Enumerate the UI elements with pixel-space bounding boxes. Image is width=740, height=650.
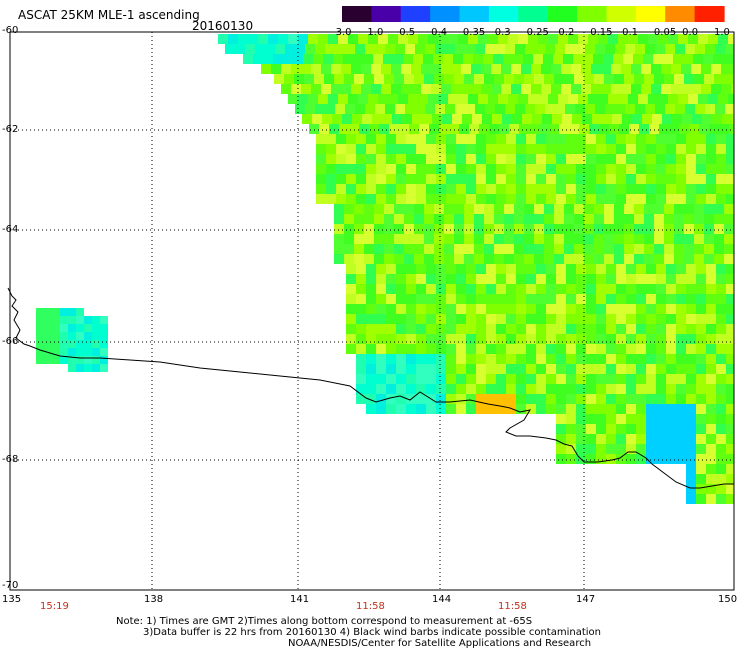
lon-label: 144 — [432, 594, 452, 605]
map-title: ASCAT 25KM MLE-1 ascending — [18, 8, 200, 22]
colorbar-label: -0.3 — [491, 27, 511, 38]
lon-label: 135 — [2, 594, 22, 605]
graticule — [10, 32, 734, 590]
colorbar-label: -0.35 — [459, 27, 486, 38]
lat-label: -70 — [2, 580, 19, 591]
time-label: 11:58 — [356, 601, 385, 612]
colorbar-label: -3.0 — [332, 27, 352, 38]
colorbar-label: 0.0 — [682, 27, 699, 38]
colorbar-swatch — [518, 6, 549, 22]
colorbar-swatch — [430, 6, 461, 22]
colorbar — [342, 6, 725, 22]
footer-note-2: 3)Data buffer is 22 hrs from 20160130 4)… — [143, 627, 601, 638]
lon-label: 138 — [144, 594, 164, 605]
lat-label: -68 — [2, 454, 19, 465]
colorbar-label: -0.1 — [618, 27, 639, 38]
map-date: 20160130 — [192, 19, 254, 33]
colorbar-swatch — [459, 6, 490, 22]
colorbar-swatch — [694, 6, 725, 22]
colorbar-swatch — [400, 6, 431, 22]
colorbar-swatch — [342, 6, 372, 22]
colorbar-swatch — [665, 6, 696, 22]
lat-label: -66 — [2, 336, 19, 347]
data-patch-west — [36, 308, 108, 372]
time-label: 11:58 — [498, 601, 527, 612]
colorbar-label: -0.2 — [554, 27, 575, 38]
colorbar-swatch — [577, 6, 608, 22]
footer-note-3: NOAA/NESDIS/Center for Satellite Applica… — [288, 638, 592, 649]
lat-label: -60 — [2, 25, 19, 36]
coastline — [7, 287, 734, 489]
lon-label: 150 — [718, 594, 738, 605]
colorbar-label: 1.0 — [714, 27, 730, 38]
colorbar-label: -0.15 — [586, 27, 613, 38]
lat-label: -62 — [2, 124, 19, 135]
colorbar-swatch — [371, 6, 402, 22]
data-swath — [218, 34, 734, 504]
colorbar-label: -0.25 — [523, 27, 549, 38]
lon-label: 141 — [290, 594, 310, 605]
colorbar-label: -0.5 — [395, 27, 416, 38]
colorbar-label: -0.4 — [427, 27, 448, 38]
time-label: 15:19 — [40, 601, 69, 612]
colorbar-label: -0.05 — [650, 27, 677, 38]
plot-frame — [9, 31, 735, 591]
colorbar-swatch — [488, 6, 519, 22]
lon-label: 147 — [576, 594, 596, 605]
colorbar-label: -1.0 — [363, 27, 384, 38]
colorbar-swatch — [635, 6, 666, 22]
lat-label: -64 — [2, 224, 19, 235]
colorbar-swatch — [606, 6, 637, 22]
footer-note-1: Note: 1) Times are GMT 2)Times along bot… — [116, 616, 533, 627]
colorbar-swatch — [547, 6, 578, 22]
